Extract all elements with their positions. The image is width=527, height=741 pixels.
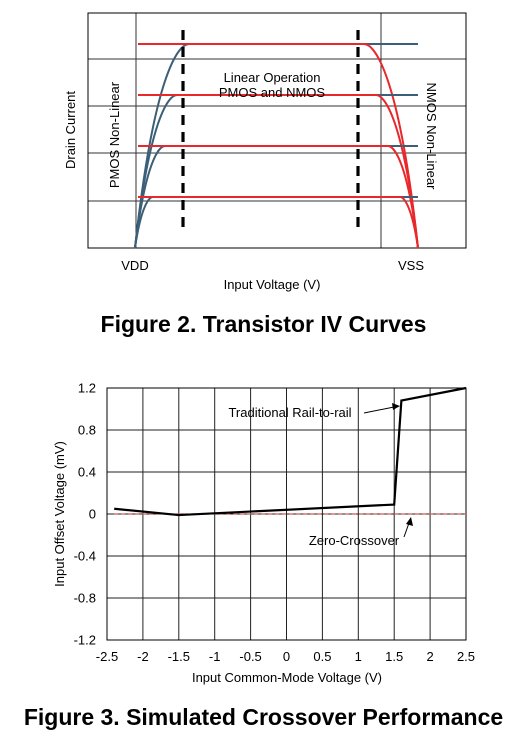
figure-3-x-tick-labels: -2.5 -2 -1.5 -1 -0.5 0 0.5 1 1.5 2 2.5	[96, 649, 475, 664]
figure-3-zero-arrow-head	[406, 517, 413, 526]
figure-3-x-tick-3: -1	[209, 649, 221, 664]
figure-3-x-tick-5: 0	[283, 649, 290, 664]
traditional-rail-to-rail-line	[114, 386, 467, 517]
figure-2-curves	[134, 43, 419, 249]
figure-2-nmos-region-label: NMOS Non-Linear	[424, 83, 439, 191]
figure-3-y-tick-3: 0	[89, 507, 96, 522]
figure-2-x-axis-label: Input Voltage (V)	[224, 277, 321, 292]
figure-3-x-axis-label: Input Common-Mode Voltage (V)	[192, 670, 382, 685]
figure-3-x-tick-9: 2	[426, 649, 433, 664]
figure-3-x-tick-6: 0.5	[313, 649, 331, 664]
figure-3-traditional-arrow-line	[363, 406, 395, 414]
figure-3-x-tick-1: -2	[137, 649, 149, 664]
figure-2-linear-label-line1: Linear Operation	[224, 70, 321, 85]
figure-3-y-axis-label: Input Offset Voltage (mV)	[52, 441, 67, 587]
figure-2-transistor-iv: Drain Current PMOS Non-Linear NMOS Non-L…	[63, 12, 467, 292]
figure-3-series	[114, 386, 467, 517]
figure-3-y-tick-5: 0.8	[78, 423, 96, 438]
figure-2-grid	[88, 13, 466, 248]
figure-3-crossover: -2.5 -2 -1.5 -1 -0.5 0 0.5 1 1.5 2 2.5 -1.2 -0.8 -0.…	[52, 381, 475, 686]
figure-3-zero-arrow-line	[403, 522, 410, 538]
nmos-curve-1	[138, 94, 419, 249]
figure-3-x-tick-10: 2.5	[457, 649, 475, 664]
figure-3-y-tick-0: -1.2	[74, 633, 96, 648]
figure-2-pmos-region-label: PMOS Non-Linear	[107, 81, 122, 188]
figure-3-x-tick-7: 1	[355, 649, 362, 664]
pmos-curve-1	[134, 94, 418, 249]
figure-3-x-tick-2: -1.5	[168, 649, 190, 664]
figure-3-y-tick-2: -0.4	[74, 549, 96, 564]
figure-3-x-tick-4: -0.5	[239, 649, 261, 664]
figure-3-y-tick-6: 1.2	[78, 381, 96, 396]
figure-2-x-tick-vss: VSS	[398, 258, 424, 273]
pmos-curve-3	[134, 196, 418, 249]
figure-2-caption: Figure 2. Transistor IV Curves	[100, 311, 427, 337]
nmos-curve-3	[138, 196, 419, 249]
figure-3-y-tick-4: 0.4	[78, 465, 96, 480]
figure-2-x-tick-vdd: VDD	[121, 258, 148, 273]
figure-2-region-dividers	[181, 30, 360, 230]
figure-3-caption: Figure 3. Simulated Crossover Performanc…	[23, 704, 504, 730]
figure-3-traditional-annotation: Traditional Rail-to-rail	[228, 405, 351, 420]
figure-3-y-tick-1: -0.8	[74, 591, 96, 606]
figure-2-y-axis-label: Drain Current	[63, 91, 78, 169]
figure-3-zero-annotation: Zero-Crossover	[309, 533, 400, 548]
figure-2-plot-frame	[87, 12, 467, 249]
nmos-curve-2	[138, 145, 419, 249]
figure-3-x-tick-0: -2.5	[96, 649, 118, 664]
figure-3-traditional-arrow-head	[392, 403, 400, 410]
figure-3-x-tick-8: 1.5	[385, 649, 403, 664]
figure-2-linear-label-line2: PMOS and NMOS	[219, 85, 326, 100]
figure-3-y-tick-labels: -1.2 -0.8 -0.4 0 0.4 0.8 1.2	[74, 381, 96, 648]
